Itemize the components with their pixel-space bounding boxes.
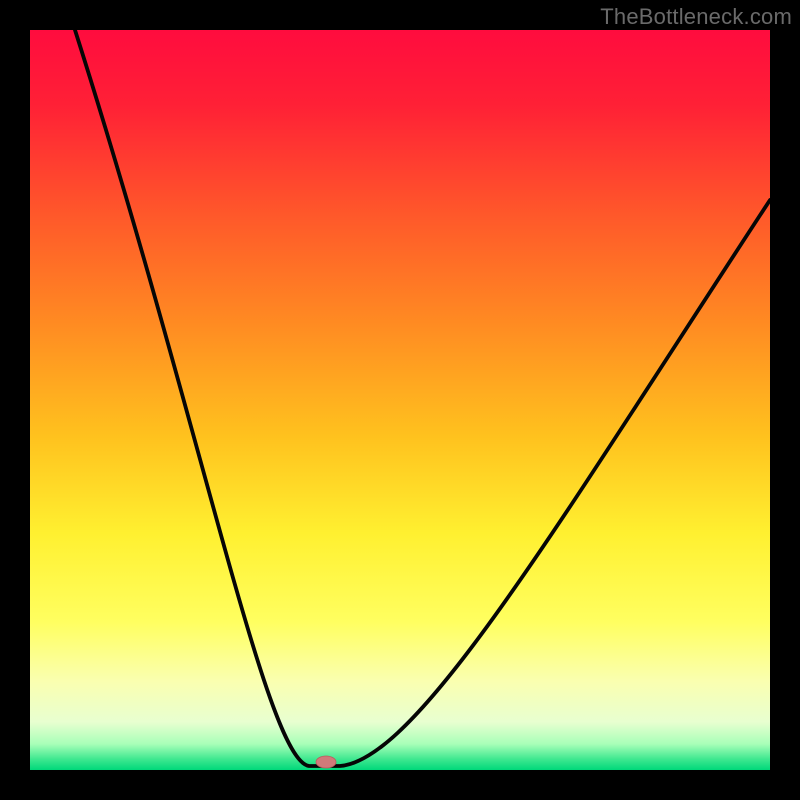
bottleneck-chart — [0, 0, 800, 800]
optimal-point-marker — [316, 756, 336, 768]
chart-container: TheBottleneck.com — [0, 0, 800, 800]
plot-background — [30, 30, 770, 770]
watermark-text: TheBottleneck.com — [600, 4, 792, 30]
